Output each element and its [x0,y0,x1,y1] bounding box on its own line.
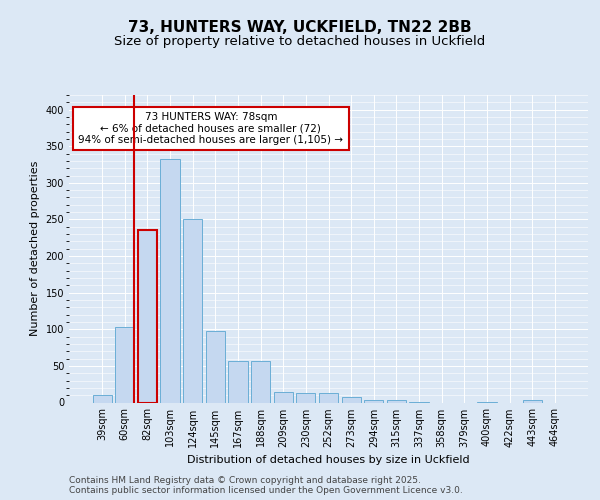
Bar [138,230,157,402]
Bar [92,395,112,402]
Bar [341,398,361,402]
Bar [364,400,383,402]
Text: 73 HUNTERS WAY: 78sqm
← 6% of detached houses are smaller (72)
94% of semi-detac: 73 HUNTERS WAY: 78sqm ← 6% of detached h… [79,112,343,145]
Y-axis label: Number of detached properties: Number of detached properties [30,161,40,336]
Bar [251,361,270,403]
Text: 73, HUNTERS WAY, UCKFIELD, TN22 2BB: 73, HUNTERS WAY, UCKFIELD, TN22 2BB [128,20,472,35]
Text: Contains HM Land Registry data © Crown copyright and database right 2025.
Contai: Contains HM Land Registry data © Crown c… [69,476,463,495]
Bar [274,392,293,402]
Bar [387,400,406,402]
Bar [296,393,316,402]
Bar [206,332,225,402]
Bar [115,327,134,402]
Bar [229,361,248,403]
Bar [183,220,202,402]
Bar [160,158,180,402]
Bar [523,400,542,402]
X-axis label: Distribution of detached houses by size in Uckfield: Distribution of detached houses by size … [187,455,470,465]
Text: Size of property relative to detached houses in Uckfield: Size of property relative to detached ho… [115,35,485,48]
Bar [319,393,338,402]
